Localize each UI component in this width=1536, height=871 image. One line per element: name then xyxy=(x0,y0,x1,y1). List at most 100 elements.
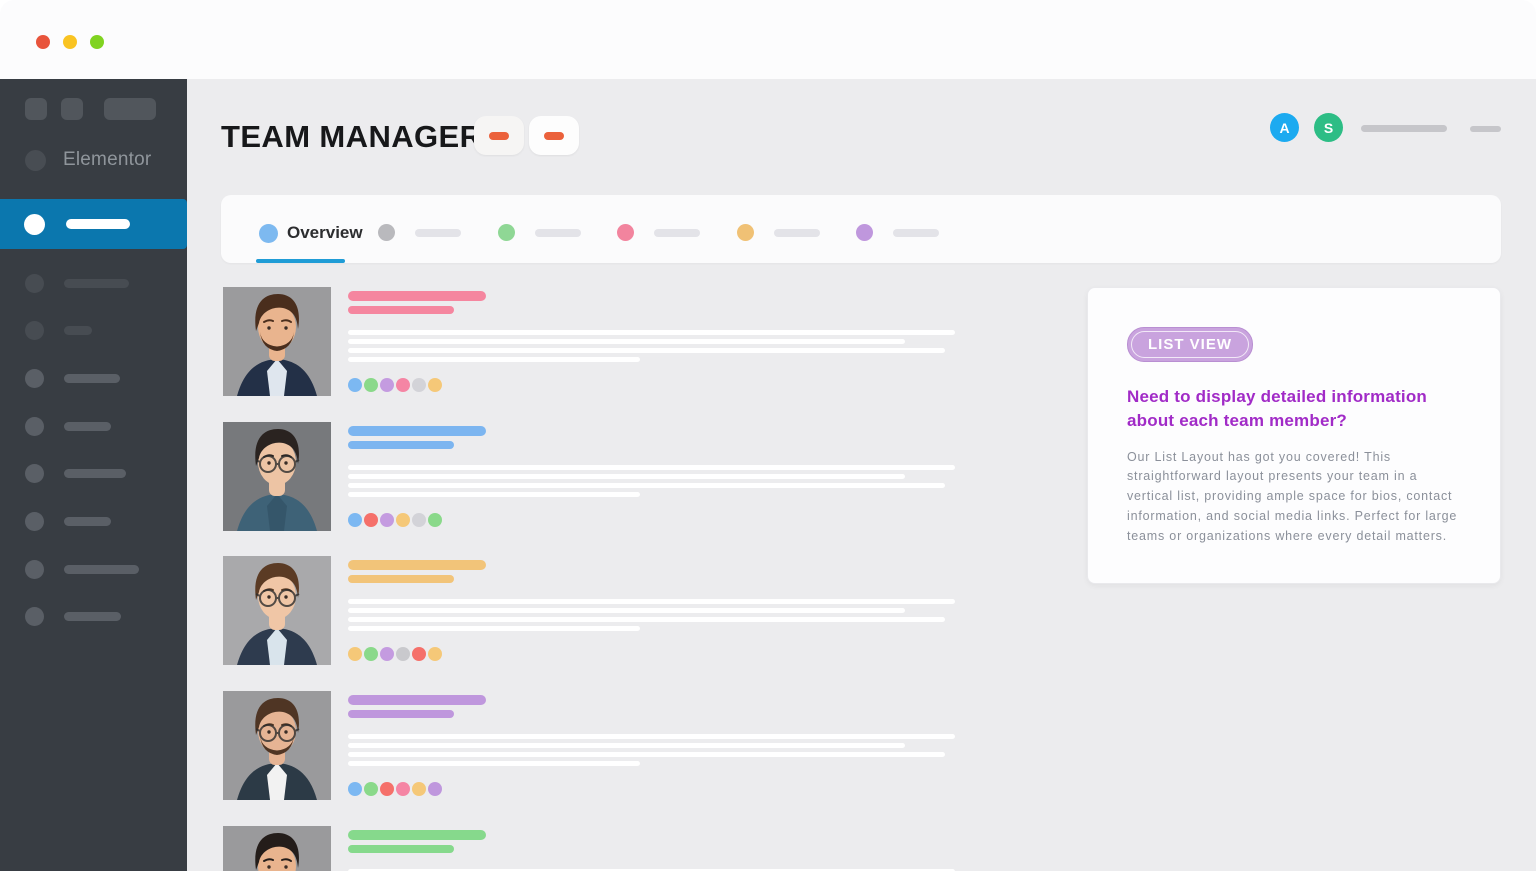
sidebar-item-label-bar xyxy=(64,517,111,526)
tab-placeholder-3[interactable] xyxy=(617,224,701,241)
social-link-dot-5[interactable] xyxy=(412,512,426,527)
info-card-body: Our List Layout has got you covered! Thi… xyxy=(1127,449,1458,543)
social-link-dot-2[interactable] xyxy=(364,647,378,662)
minimize-light[interactable] xyxy=(63,35,77,49)
sidebar-item-icon xyxy=(25,368,44,388)
tab-placeholder-2[interactable] xyxy=(497,224,581,241)
user-avatar-s[interactable]: S xyxy=(1314,113,1343,142)
team-member-photo xyxy=(223,287,331,396)
zoom-light[interactable] xyxy=(90,35,104,49)
tab-bar: Overview xyxy=(221,195,1501,263)
tab-placeholder-1[interactable] xyxy=(378,224,461,241)
member-bio-line xyxy=(348,599,955,605)
social-link-dot-3[interactable] xyxy=(380,647,394,662)
social-link-dot-6[interactable] xyxy=(428,647,442,662)
main-content: TEAM MANAGER A S Overview LIST VIEW Need… xyxy=(187,79,1536,871)
minus-icon xyxy=(544,131,564,140)
social-link-dot-1[interactable] xyxy=(348,378,362,392)
member-bio-line xyxy=(348,626,640,632)
user-avatar-a[interactable]: A xyxy=(1270,113,1299,142)
member-name-bar xyxy=(348,829,486,840)
team-member-photo xyxy=(223,825,331,871)
member-bio-line xyxy=(348,330,955,335)
sidebar-item-7[interactable] xyxy=(0,557,187,581)
social-link-dot-6[interactable] xyxy=(428,512,442,527)
social-link-dot-3[interactable] xyxy=(380,512,394,527)
list-view-badge[interactable]: LIST VIEW xyxy=(1127,327,1253,362)
member-bio-line xyxy=(348,617,945,623)
tab-dot-icon xyxy=(378,224,395,241)
sidebar-item-2[interactable] xyxy=(0,319,187,343)
sidebar-item-icon xyxy=(25,416,44,436)
member-bio-line xyxy=(348,357,640,362)
sidebar-item-label-bar xyxy=(64,612,121,622)
member-bio-line xyxy=(348,473,905,479)
overview-tab-label: Overview xyxy=(287,223,363,242)
social-link-dot-4[interactable] xyxy=(396,647,410,662)
close-light[interactable] xyxy=(36,35,50,49)
sidebar-toolbar-button-2[interactable] xyxy=(61,98,83,120)
social-link-dot-4[interactable] xyxy=(396,378,410,392)
sidebar-item-6[interactable] xyxy=(0,510,187,534)
member-bio-line xyxy=(348,482,945,488)
social-link-dot-5[interactable] xyxy=(412,378,426,392)
tab-dot-icon xyxy=(497,224,515,241)
sidebar-item-5[interactable] xyxy=(0,462,187,486)
member-name-bar xyxy=(348,695,486,706)
social-link-dot-6[interactable] xyxy=(428,782,442,797)
sidebar-item-elementor[interactable]: Elementor xyxy=(25,149,151,171)
traffic-lights xyxy=(36,35,104,49)
team-member-row-4 xyxy=(187,691,1147,801)
list-view-info-card: LIST VIEW Need to display detailed infor… xyxy=(1087,287,1501,584)
social-link-dot-2[interactable] xyxy=(364,512,378,527)
member-bio-line xyxy=(348,348,945,353)
sidebar-toolbar-button-1[interactable] xyxy=(25,98,47,120)
sidebar-item-icon xyxy=(25,464,44,484)
member-bio-line xyxy=(348,743,905,749)
social-link-dot-2[interactable] xyxy=(364,782,378,797)
tab-placeholder-5[interactable] xyxy=(856,224,940,241)
team-member-row-5 xyxy=(187,825,1147,871)
member-bio-line xyxy=(348,761,640,767)
sidebar-item-8[interactable] xyxy=(0,605,187,629)
sidebar-item-label-bar xyxy=(64,421,111,431)
sidebar-item-label-bar xyxy=(64,564,139,574)
social-link-dot-3[interactable] xyxy=(380,378,394,392)
member-role-bar xyxy=(348,575,454,584)
team-member-row-2 xyxy=(187,421,1147,531)
member-bio-line xyxy=(348,339,905,344)
social-link-dot-5[interactable] xyxy=(412,782,426,797)
member-bio-line xyxy=(348,752,945,758)
member-bio-line xyxy=(348,608,905,614)
sidebar-item-1[interactable] xyxy=(0,271,187,295)
social-link-dot-1[interactable] xyxy=(348,782,362,797)
social-link-dot-4[interactable] xyxy=(396,512,410,527)
social-link-dot-1[interactable] xyxy=(348,647,362,662)
team-member-photo xyxy=(223,556,331,666)
sidebar-item-active[interactable] xyxy=(0,199,187,249)
tab-placeholder-4[interactable] xyxy=(736,224,820,241)
social-link-dot-2[interactable] xyxy=(364,378,378,392)
social-link-dot-5[interactable] xyxy=(412,647,426,662)
sidebar-item-4[interactable] xyxy=(0,414,187,438)
header-action-button-2[interactable] xyxy=(529,116,579,155)
header-action-button-1[interactable] xyxy=(474,116,524,155)
member-role-bar xyxy=(348,844,454,853)
sidebar-item-3[interactable] xyxy=(0,366,187,390)
header-placeholder-bar-small xyxy=(1470,126,1501,132)
tab-dot-icon xyxy=(617,224,635,241)
member-role-bar xyxy=(348,710,454,719)
social-link-dot-1[interactable] xyxy=(348,512,362,527)
team-member-row-1 xyxy=(187,287,1147,396)
tab-overview[interactable]: Overview xyxy=(259,223,363,243)
tab-label-bar xyxy=(654,228,701,237)
member-bio-line xyxy=(348,734,955,740)
social-link-dot-6[interactable] xyxy=(428,378,442,392)
sidebar-toolbar-button-3[interactable] xyxy=(104,98,156,120)
social-link-dot-4[interactable] xyxy=(396,782,410,797)
browser-topbar xyxy=(0,0,1536,79)
tab-label-bar xyxy=(534,228,581,237)
member-bio-line xyxy=(348,868,955,871)
social-link-dot-3[interactable] xyxy=(380,782,394,797)
